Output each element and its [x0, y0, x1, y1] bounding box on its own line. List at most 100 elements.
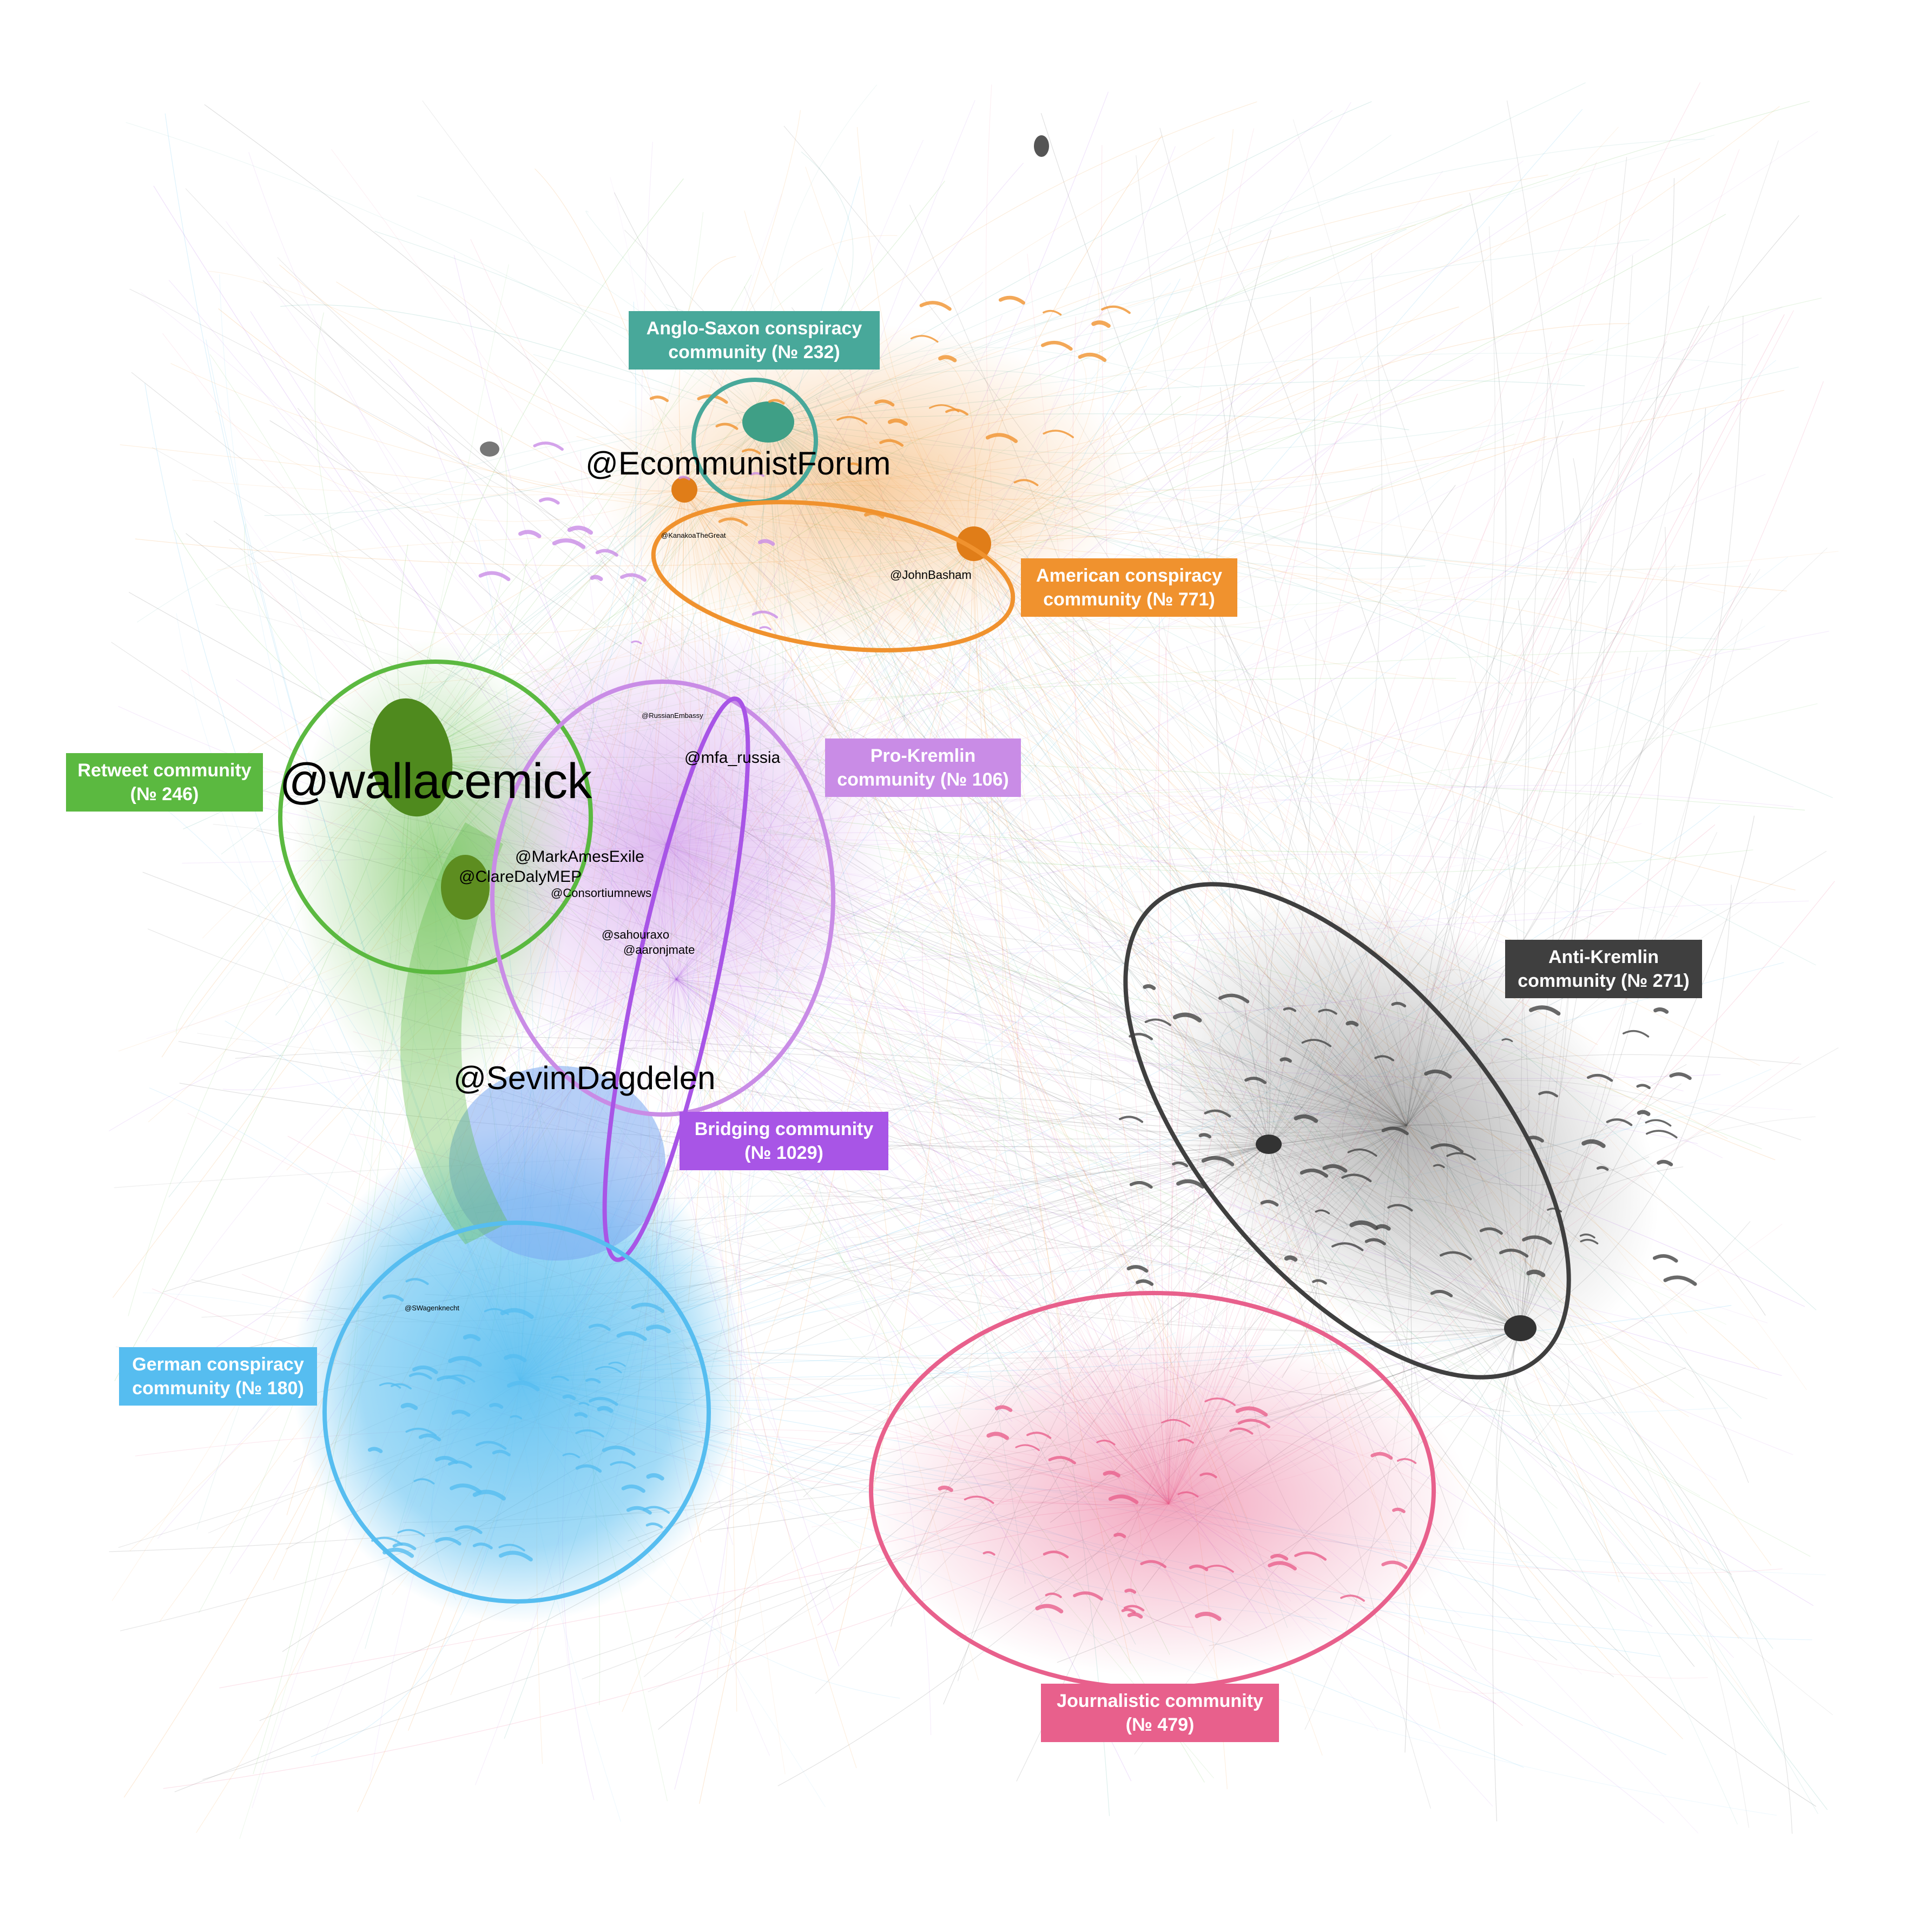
handle-kanakoathegreat: @KanakoaTheGreat — [661, 531, 726, 539]
satellite-node — [1623, 1030, 1650, 1038]
satellite-node — [575, 1429, 604, 1438]
satellite-node — [998, 295, 1025, 305]
satellite-node — [1581, 1139, 1606, 1148]
satellite-node — [1501, 1038, 1513, 1043]
satellite-node — [1078, 352, 1107, 362]
retweet-secondary-node — [441, 855, 490, 920]
satellite-node — [715, 423, 738, 430]
edge — [1512, 1328, 1686, 1406]
satellite-node — [1096, 1440, 1116, 1446]
satellite-node — [1035, 1604, 1064, 1614]
satellite-node — [1596, 1166, 1609, 1171]
satellite-node — [1528, 1005, 1561, 1016]
satellite-node — [1127, 1612, 1143, 1619]
satellite-node — [1143, 984, 1156, 990]
satellite-node — [451, 1409, 471, 1417]
antikremlin-label-line2: community (№ 271) — [1518, 971, 1690, 991]
satellite-node — [1043, 309, 1062, 316]
satellite-node — [585, 1378, 601, 1384]
satellite-node — [392, 1542, 417, 1551]
edge — [1168, 149, 1740, 1505]
satellite-node — [616, 1331, 647, 1341]
satellite-node — [1284, 1255, 1298, 1262]
satellite-node — [938, 355, 957, 362]
satellite-node — [1646, 1130, 1678, 1139]
edge — [609, 1144, 1269, 1247]
satellite-node — [1331, 1242, 1364, 1251]
satellite-node — [1579, 1234, 1595, 1239]
satellite-node — [994, 1405, 1013, 1412]
satellite-nodes — [367, 295, 1697, 1621]
satellite-node — [1048, 1456, 1076, 1465]
handle-russianembassy: @RussianEmbassy — [642, 711, 703, 720]
edge — [519, 268, 1699, 1380]
satellite-node — [478, 571, 511, 582]
bridging-label-line2: (№ 1029) — [744, 1143, 823, 1163]
satellite-node — [602, 1446, 636, 1456]
antikremlin-hub-node-2 — [1256, 1135, 1282, 1154]
satellite-node — [597, 1406, 614, 1413]
satellite-node — [1300, 1168, 1329, 1178]
satellite-node — [1587, 1073, 1613, 1082]
satellite-node — [1119, 1116, 1144, 1123]
handle-consortiumnews: @Consortiumnews — [551, 886, 652, 900]
satellite-node — [1294, 1551, 1327, 1561]
top-grey-node — [1034, 135, 1049, 157]
satellite-node — [631, 640, 642, 644]
handle-ecommunistforum: @EcommunistForum — [585, 445, 891, 482]
satellite-node — [1669, 1072, 1692, 1080]
satellite-node — [874, 399, 895, 407]
satellite-node — [887, 418, 908, 426]
satellite-node — [489, 1402, 504, 1409]
satellite-node — [1636, 1084, 1651, 1090]
edge — [867, 1144, 1269, 1351]
satellite-node — [408, 1372, 432, 1380]
satellite-node — [1270, 1554, 1289, 1561]
satellite-node — [631, 1302, 665, 1313]
satellite-node — [1136, 1279, 1154, 1286]
handle-sevimdagdelen: @SevimDagdelen — [453, 1060, 716, 1096]
satellite-node — [1657, 1159, 1673, 1166]
satellite-node — [413, 1478, 435, 1485]
satellite-node — [1205, 1565, 1234, 1573]
satellite-node — [1283, 1007, 1296, 1012]
satellite-node — [646, 1473, 664, 1481]
satellite-node — [1547, 1208, 1562, 1212]
satellite-node — [910, 335, 939, 343]
satellite-node — [1387, 1204, 1413, 1212]
edge — [174, 1144, 1269, 1792]
satellite-node — [741, 449, 761, 455]
satellite-node — [1424, 1069, 1452, 1079]
satellite-node — [562, 1394, 576, 1400]
satellite-node — [1375, 1224, 1391, 1231]
edge — [1492, 1328, 1521, 1822]
satellite-node — [595, 549, 618, 557]
satellite-node — [1113, 1533, 1126, 1538]
bridging-label-line1: Bridging community — [694, 1119, 874, 1139]
satellite-node — [1218, 993, 1250, 1004]
satellite-node — [1430, 1143, 1464, 1153]
satellite-node — [510, 1415, 522, 1420]
satellite-node — [1123, 1605, 1145, 1612]
satellite-node — [678, 476, 690, 480]
satellite-node — [418, 1433, 441, 1442]
satellite-node — [1439, 1251, 1472, 1261]
edge — [179, 1083, 1269, 1148]
satellite-node — [1346, 1020, 1359, 1027]
satellite-node — [1229, 1427, 1254, 1435]
satellite-node — [1526, 1269, 1546, 1277]
retweet-label-line2: (№ 246) — [130, 784, 199, 805]
edge — [1168, 341, 1552, 1505]
bridging-outline — [602, 696, 750, 1262]
satellite-node — [649, 395, 669, 403]
satellite-node — [1637, 1110, 1651, 1116]
satellite-node — [397, 1529, 425, 1537]
satellite-node — [1195, 1612, 1222, 1621]
satellite-node — [1391, 1001, 1407, 1008]
satellite-node — [1103, 1471, 1120, 1478]
german-label-line2: community (№ 180) — [132, 1378, 304, 1399]
retweet-label-line1: Retweet community — [77, 760, 252, 781]
satellite-node — [538, 497, 560, 505]
satellite-node — [938, 1485, 953, 1492]
